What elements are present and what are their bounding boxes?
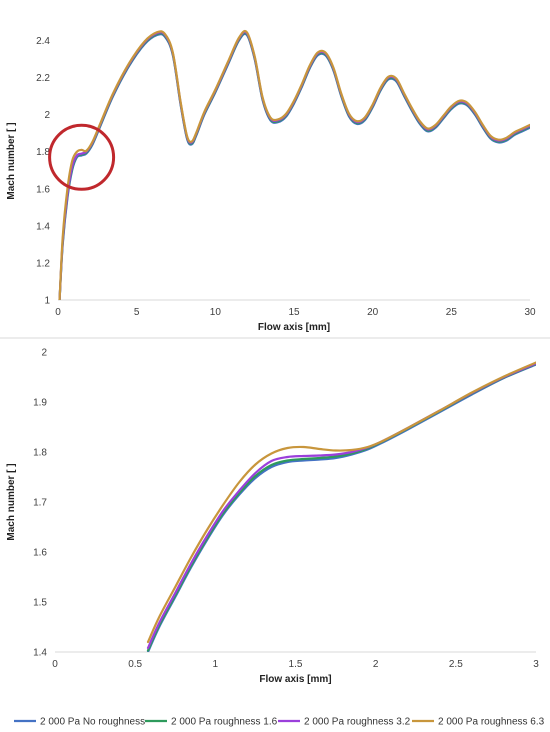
- x-tick-label: 25: [446, 307, 458, 318]
- x-tick-label: 5: [134, 307, 140, 318]
- y-tick-label: 1.9: [33, 398, 47, 409]
- series-lines: [58, 29, 530, 300]
- x-tick-label: 1.5: [289, 659, 303, 670]
- series-line: [58, 32, 530, 300]
- y-tick-label: 1: [44, 296, 50, 307]
- x-axis-title: Flow axis [mm]: [259, 674, 331, 685]
- series-line: [146, 362, 536, 652]
- y-tick-label: 1.6: [36, 184, 50, 195]
- y-tick-label: 1.8: [33, 448, 47, 459]
- x-tick-label: 0: [52, 659, 58, 670]
- y-axis-title: Mach number [ ]: [6, 122, 17, 199]
- legend-label: 2 000 Pa roughness 6.3: [438, 717, 545, 728]
- series-line: [146, 363, 536, 652]
- x-tick-label: 3: [533, 659, 539, 670]
- x-tick-label: 10: [210, 307, 222, 318]
- mach-number-full-chart: 0 5 10 15 20 25 30 1 1.2 1.4 1.6 1.8 2 2.2 2.4 Flow axi…: [6, 29, 536, 333]
- x-tick-label: 2: [373, 659, 379, 670]
- x-tick-label: 0.5: [128, 659, 142, 670]
- series-line: [58, 31, 530, 300]
- legend-label: 2 000 Pa No roughness: [40, 717, 145, 728]
- x-tick-label: 2.5: [449, 659, 463, 670]
- y-tick-label: 1.2: [36, 258, 50, 269]
- x-tick-label: 20: [367, 307, 379, 318]
- y-tick-label: 1.5: [33, 598, 47, 609]
- y-axis-title: Mach number [ ]: [6, 463, 17, 540]
- x-tick-label: 0: [55, 307, 61, 318]
- legend-label: 2 000 Pa roughness 1.6: [171, 717, 278, 728]
- series-lines: [146, 361, 536, 652]
- y-tick-label: 1.6: [33, 548, 47, 559]
- highlight-circle: [48, 123, 116, 191]
- x-tick-label: 1: [213, 659, 219, 670]
- series-line: [146, 362, 536, 650]
- y-tick-label: 2: [44, 110, 50, 121]
- y-tick-label: 1.4: [36, 221, 50, 232]
- mach-number-zoom-chart: 0 0.5 1 1.5 2 2.5 3 1.4 1.5 1.6 1.7 1.8 1.9 2 Flow axi…: [6, 348, 539, 686]
- x-tick-label: 30: [524, 307, 536, 318]
- y-tick-label: 1.4: [33, 648, 47, 659]
- chart-legend: 2 000 Pa No roughness 2 000 Pa roughness …: [14, 717, 545, 728]
- y-tick-label: 2.2: [36, 73, 50, 84]
- x-axis-title: Flow axis [mm]: [258, 322, 330, 333]
- y-tick-label: 1.8: [36, 147, 50, 158]
- y-tick-label: 2: [41, 348, 47, 359]
- x-tick-label: 15: [288, 307, 300, 318]
- series-line: [146, 361, 536, 644]
- y-tick-label: 2.4: [36, 36, 50, 47]
- legend-label: 2 000 Pa roughness 3.2: [304, 717, 411, 728]
- series-line: [58, 29, 530, 300]
- series-line: [58, 30, 530, 300]
- y-tick-label: 1.7: [33, 498, 47, 509]
